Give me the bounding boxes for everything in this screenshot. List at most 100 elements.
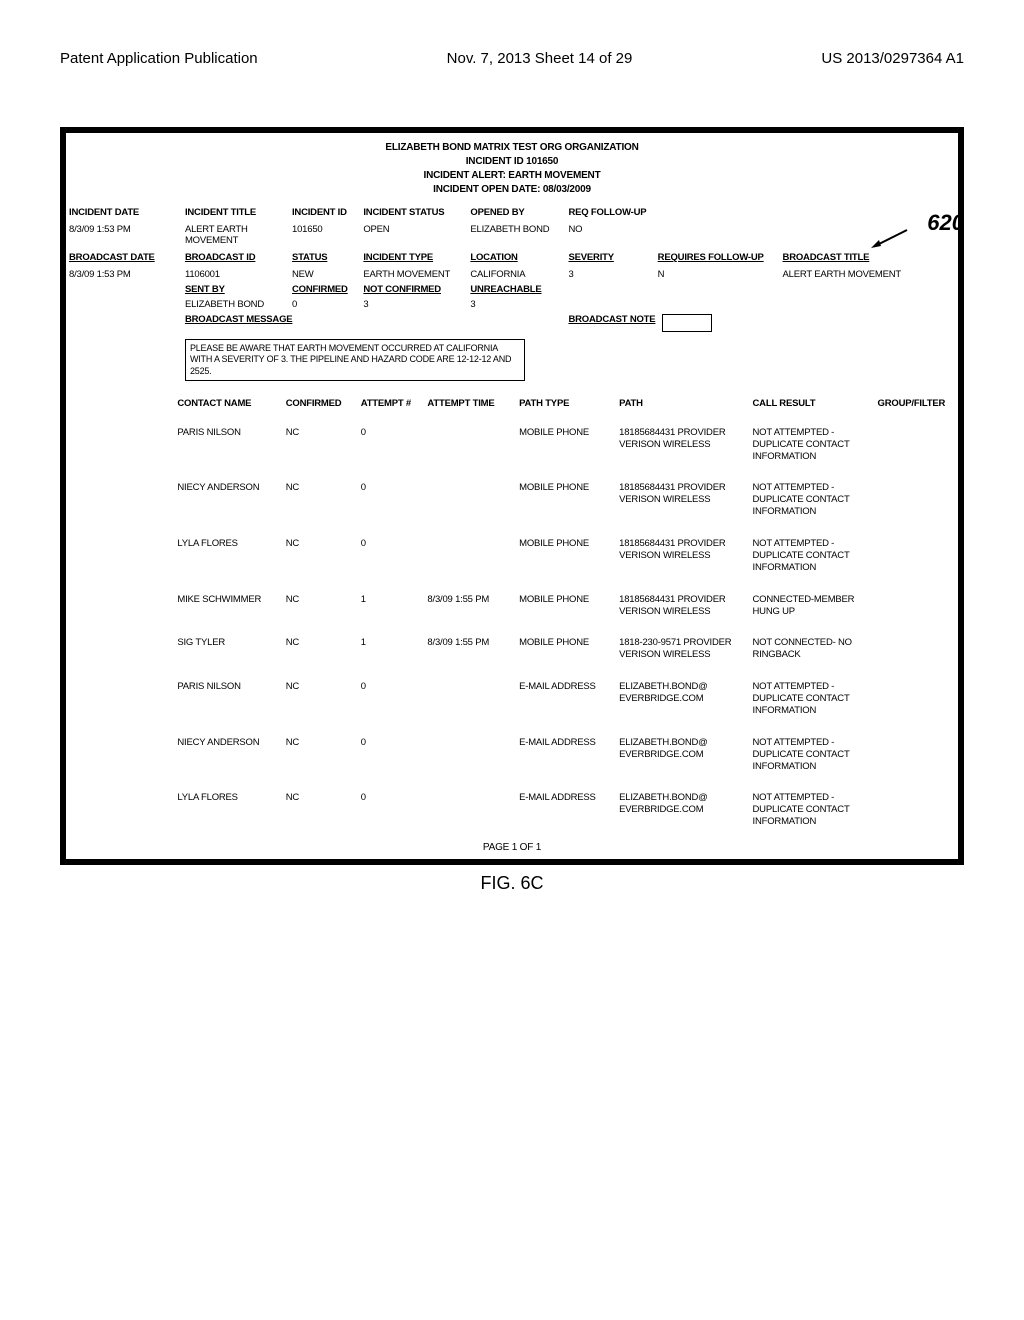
table-cell (66, 627, 174, 671)
cell-incident-date: 8/3/09 1:53 PM (66, 222, 182, 248)
cell-req-followup: NO (565, 222, 654, 248)
table-cell: NC (283, 584, 358, 628)
header-left: Patent Application Publication (60, 50, 258, 67)
table-row: MIKE SCHWIMMERNC18/3/09 1:55 PMMOBILE PH… (66, 584, 958, 628)
cell-severity: 3 (565, 267, 654, 282)
col-contact-name: CONTACT NAME (174, 386, 282, 417)
table-cell: NOT ATTEMPTED - DUPLICATE CONTACT INFORM… (750, 417, 875, 473)
col-incident-type: INCIDENT TYPE (363, 252, 433, 263)
table-cell: 0 (358, 472, 425, 528)
table-cell: NC (283, 671, 358, 727)
table-cell: MOBILE PHONE (516, 627, 616, 671)
table-cell: 18185684431 PROVIDER VERISON WIRELESS (616, 417, 749, 473)
col-incident-status: INCIDENT STATUS (360, 203, 467, 222)
col-broadcast-status: STATUS (292, 252, 327, 263)
col-broadcast-title: BROADCAST TITLE (783, 252, 870, 263)
table-cell: E-MAIL ADDRESS (516, 782, 616, 838)
table-cell: PARIS NILSON (174, 671, 282, 727)
table-cell: NOT ATTEMPTED - DUPLICATE CONTACT INFORM… (750, 528, 875, 584)
cell-broadcast-date: 8/3/09 1:53 PM (66, 267, 182, 282)
reference-number: 620 (927, 210, 964, 236)
table-cell (424, 727, 516, 783)
table-cell (875, 627, 958, 671)
table-cell: MOBILE PHONE (516, 528, 616, 584)
figure-caption: FIG. 6C (0, 873, 1024, 894)
table-cell: PARIS NILSON (174, 417, 282, 473)
table-cell (66, 727, 174, 783)
cell-incident-type: EARTH MOVEMENT (360, 267, 467, 282)
reference-arrow-icon (869, 228, 909, 248)
table-cell (66, 584, 174, 628)
col-broadcast-date: BROADCAST DATE (69, 252, 155, 263)
table-cell: ELIZABETH.BOND@ EVERBRIDGE.COM (616, 782, 749, 838)
table-cell: 18185684431 PROVIDER VERISON WIRELESS (616, 528, 749, 584)
table-cell: NC (283, 782, 358, 838)
table-cell: 18185684431 PROVIDER VERISON WIRELESS (616, 584, 749, 628)
table-cell: SIG TYLER (174, 627, 282, 671)
report-org: ELIZABETH BOND MATRIX TEST ORG ORGANIZAT… (66, 141, 958, 155)
cell-incident-id: 101650 (289, 222, 360, 248)
cell-incident-title: ALERT EARTH MOVEMENT (182, 222, 289, 248)
table-cell: 18185684431 PROVIDER VERISON WIRELESS (616, 472, 749, 528)
table-cell: 1818-230-9571 PROVIDER VERISON WIRELESS (616, 627, 749, 671)
table-cell (875, 671, 958, 727)
table-cell: 1 (358, 627, 425, 671)
incident-summary-table: INCIDENT DATE INCIDENT TITLE INCIDENT ID… (66, 203, 958, 386)
col-path-type: PATH TYPE (516, 386, 616, 417)
report-container: ELIZABETH BOND MATRIX TEST ORG ORGANIZAT… (60, 127, 964, 865)
table-cell: MIKE SCHWIMMER (174, 584, 282, 628)
table-cell (424, 472, 516, 528)
cell-opened-by: ELIZABETH BOND (467, 222, 565, 248)
table-cell: NC (283, 472, 358, 528)
table-cell: 8/3/09 1:55 PM (424, 584, 516, 628)
table-cell: NC (283, 627, 358, 671)
contacts-table: CONTACT NAME CONFIRMED ATTEMPT # ATTEMPT… (66, 386, 958, 838)
table-cell (875, 528, 958, 584)
col-sent-by: SENT BY (185, 284, 225, 295)
cell-not-confirmed: 3 (360, 297, 467, 312)
table-cell (875, 727, 958, 783)
table-cell: NIECY ANDERSON (174, 727, 282, 783)
table-cell: LYLA FLORES (174, 782, 282, 838)
col-incident-id: INCIDENT ID (289, 203, 360, 222)
table-cell: NC (283, 528, 358, 584)
table-cell: 8/3/09 1:55 PM (424, 627, 516, 671)
cell-broadcast-title: ALERT EARTH MOVEMENT (780, 267, 958, 282)
table-cell (66, 782, 174, 838)
table-cell: LYLA FLORES (174, 528, 282, 584)
table-cell: 0 (358, 671, 425, 727)
col-not-confirmed: NOT CONFIRMED (363, 284, 441, 295)
table-cell: 0 (358, 417, 425, 473)
col-requires-followup: REQUIRES FOLLOW-UP (658, 252, 764, 263)
header-center: Nov. 7, 2013 Sheet 14 of 29 (447, 50, 633, 67)
table-cell (424, 417, 516, 473)
table-cell (875, 417, 958, 473)
col-opened-by: OPENED BY (467, 203, 565, 222)
col-attempt-time: ATTEMPT TIME (424, 386, 516, 417)
table-cell: E-MAIL ADDRESS (516, 671, 616, 727)
table-cell: 0 (358, 727, 425, 783)
table-row: LYLA FLORESNC0MOBILE PHONE18185684431 PR… (66, 528, 958, 584)
col-attempt-num: ATTEMPT # (358, 386, 425, 417)
table-cell: CONNECTED-MEMBER HUNG UP (750, 584, 875, 628)
table-cell (875, 584, 958, 628)
table-cell (66, 528, 174, 584)
cell-confirmed: 0 (289, 297, 360, 312)
patent-page-header: Patent Application Publication Nov. 7, 2… (0, 0, 1024, 77)
col-incident-title: INCIDENT TITLE (182, 203, 289, 222)
header-right: US 2013/0297364 A1 (821, 50, 964, 67)
table-cell: NOT ATTEMPTED - DUPLICATE CONTACT INFORM… (750, 472, 875, 528)
cell-location: CALIFORNIA (467, 267, 565, 282)
col-call-result: CALL RESULT (750, 386, 875, 417)
table-row: SIG TYLERNC18/3/09 1:55 PMMOBILE PHONE18… (66, 627, 958, 671)
table-cell: 0 (358, 782, 425, 838)
table-row: NIECY ANDERSONNC0E-MAIL ADDRESSELIZABETH… (66, 727, 958, 783)
col-req-followup: REQ FOLLOW-UP (565, 203, 654, 222)
broadcast-note-box (662, 314, 712, 332)
col-path: PATH (616, 386, 749, 417)
col-group-filter: GROUP/FILTER (875, 386, 958, 417)
report-incident-id: INCIDENT ID 101650 (66, 155, 958, 169)
table-cell (66, 417, 174, 473)
cell-requires-followup: N (655, 267, 780, 282)
table-cell: MOBILE PHONE (516, 472, 616, 528)
